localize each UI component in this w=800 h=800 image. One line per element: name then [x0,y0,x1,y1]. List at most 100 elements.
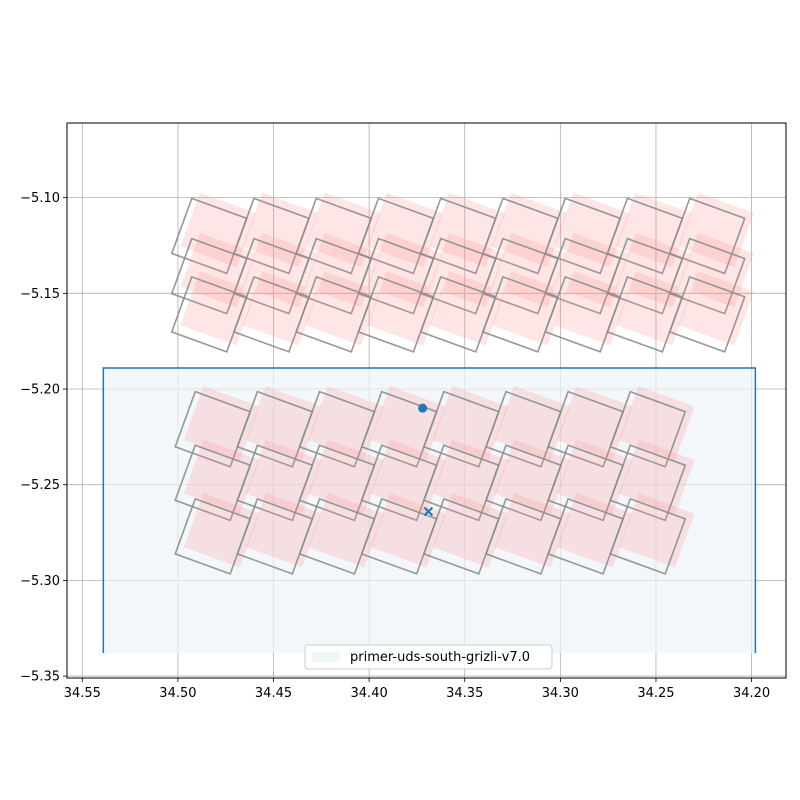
detector-outline [170,197,248,275]
pointing-shade [367,192,443,268]
detector-outline [357,197,435,275]
pointing-shade [556,493,633,568]
pointing-shade [308,386,384,461]
y-tick-label: −5.30 [20,574,60,589]
detector-outline [544,197,622,275]
pointing-shade [616,232,692,308]
detector-outline [606,237,684,315]
pointing-shade [429,232,506,308]
pointing-footprints [170,192,755,575]
pointing-shade [304,192,381,268]
x-tick-label: 34.35 [446,686,483,701]
pointing-shade [432,439,509,514]
pointing-shade [616,192,692,268]
detector-outline [298,444,376,522]
y-tick-label: −5.10 [20,191,60,206]
pointing-shade [242,192,319,268]
detector-outline [484,497,562,575]
detector-outline [360,444,438,522]
detector-outline [236,390,314,468]
pointing-shade [308,493,384,568]
detector-outline [422,390,500,468]
detector-outline [360,390,438,468]
axis-ticks: 34.55 34.50 34.45 34.40 34.35 34.30 34.25 34.20… [20,191,770,701]
y-tick-label: −5.25 [20,478,60,493]
detector-outline [547,390,625,468]
legend-swatch [312,652,340,662]
detector-outline [232,237,310,315]
pointing-shade [180,232,257,308]
pointing-shade [304,271,381,346]
y-tick-label: −5.20 [20,383,60,398]
pointing-shade [616,271,692,346]
detector-outline [236,444,314,522]
pointing-shade [246,493,322,568]
detector-outline [668,275,746,353]
pointing-shade [180,192,257,268]
detector-outline [609,390,687,468]
detector-outline [668,197,746,275]
detector-outline [484,444,562,522]
x-tick-label: 34.30 [542,686,579,701]
pointing-shade [491,192,568,268]
detector-outline [547,444,625,522]
detector-outline [609,444,687,522]
detector-outline [170,237,248,315]
detector-outline [232,197,310,275]
pointing-shade [494,386,571,461]
pointing-shade [180,271,257,346]
detector-outline [422,444,500,522]
pointing-shade [556,386,633,461]
detector-outline [481,275,559,353]
x-tick-label: 34.45 [255,686,292,701]
detector-outline [609,497,687,575]
detector-outline [357,275,435,353]
y-tick-label: −5.15 [20,287,60,302]
detector-outline [174,444,252,522]
pointing-shade [246,386,322,461]
legend: primer-uds-south-grizli-v7.0 [304,644,553,670]
pointing-shade [429,192,506,268]
detector-outline [668,237,746,315]
pointing-shade [183,386,260,461]
x-tick-label: 34.20 [733,686,770,701]
target-markers [418,403,434,517]
pointing-shade [553,271,630,346]
y-tick-label: −5.35 [20,670,60,685]
detector-outline [360,497,438,575]
pointing-shade [678,192,755,268]
detector-outline [170,275,248,353]
pointing-shade [494,439,571,514]
detector-outline [606,197,684,275]
detector-outline [232,275,310,353]
x-tick-label: 34.40 [351,686,388,701]
axes-frame [66,122,787,679]
pointing-shade [678,271,755,346]
pointing-shade [432,493,509,568]
pointing-shade [429,271,506,346]
detector-outline [419,197,497,275]
legend-label: primer-uds-south-grizli-v7.0 [350,650,530,665]
detector-outline [484,390,562,468]
pointing-shade [367,232,443,308]
pointing-shade [308,439,384,514]
pointing-shade [367,271,443,346]
detector-outline [357,237,435,315]
pointing-shade [370,386,447,461]
detector-outline [419,237,497,315]
detector-outline [481,197,559,275]
pointing-shade [183,493,260,568]
detector-outline [419,275,497,353]
pointing-shade [618,439,695,514]
detector-outline [544,237,622,315]
detector-outline [295,237,373,315]
detector-outline [544,275,622,353]
detector-outline [174,497,252,575]
field-outline [102,367,757,654]
x-tick-label: 34.50 [159,686,196,701]
detector-outline [606,275,684,353]
pointing-shade [432,386,509,461]
pointing-shade [618,386,695,461]
detector-outline [481,237,559,315]
